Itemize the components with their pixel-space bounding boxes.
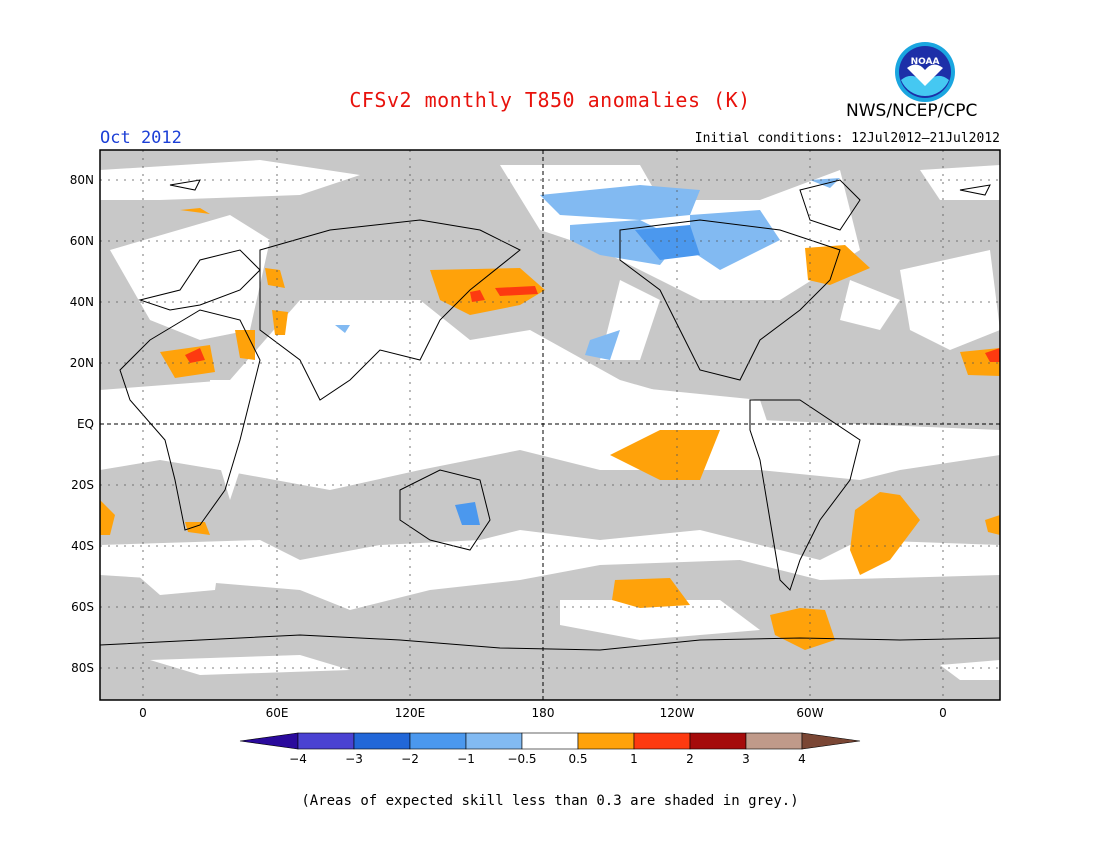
lon-label: 0 — [939, 706, 947, 720]
lat-label: EQ — [77, 417, 94, 431]
legend-tick-label: −0.5 — [507, 752, 536, 766]
lat-label: 20S — [71, 478, 94, 492]
initial-conditions: Initial conditions: 12Jul2012–21Jul2012 — [694, 131, 1000, 146]
latitude-labels: 80N 60N 40N 20N EQ 20S 40S 60S 80S — [70, 173, 94, 675]
legend-tick-label: 4 — [798, 752, 806, 766]
legend-tick-label: −2 — [401, 752, 419, 766]
chart-title: CFSv2 monthly T850 anomalies (K) — [349, 88, 751, 112]
legend-swatch — [297, 732, 355, 750]
lat-label: 80N — [70, 173, 94, 187]
legend-swatch — [633, 732, 691, 750]
cold-anomaly-light — [335, 178, 840, 360]
map-frame — [99, 149, 1001, 701]
legend-swatch — [465, 732, 523, 750]
legend-tick-label: 3 — [742, 752, 750, 766]
lat-label: 40S — [71, 539, 94, 553]
lat-label: 20N — [70, 356, 94, 370]
forecast-month: Oct 2012 — [100, 128, 182, 148]
lon-label: 120W — [660, 706, 695, 720]
legend-tick-label: −1 — [457, 752, 475, 766]
coastlines — [100, 179, 1000, 651]
longitude-labels: 0 60E 120E 180 120W 60W 0 — [139, 706, 947, 720]
lon-label: 60E — [266, 706, 289, 720]
skilled-regions — [100, 160, 1000, 680]
lon-label: 0 — [139, 706, 147, 720]
lat-label: 40N — [70, 295, 94, 309]
legend-swatches — [239, 732, 861, 750]
legend-swatch — [689, 732, 747, 750]
lat-label: 80S — [71, 661, 94, 675]
graticule — [100, 150, 1000, 700]
equator-dateline — [100, 150, 1000, 700]
cold-anomaly-medium — [455, 225, 700, 525]
legend-tick-label: −4 — [289, 752, 307, 766]
agency-label: NWS/NCEP/CPC — [846, 101, 978, 121]
skill-note: (Areas of expected skill less than 0.3 a… — [301, 793, 799, 809]
legend-swatch — [353, 732, 411, 750]
svg-text:NOAA: NOAA — [911, 57, 940, 67]
lon-label: 120E — [395, 706, 426, 720]
warm-anomaly-red — [185, 286, 1000, 363]
lon-label: 60W — [796, 706, 823, 720]
legend-tick-labels: −4 −3 −2 −1 −0.5 0.5 1 2 3 4 — [289, 752, 806, 766]
legend-tick-label: 0.5 — [568, 752, 587, 766]
legend-swatch — [239, 732, 299, 750]
warm-anomaly-orange — [100, 208, 1000, 650]
lat-label: 60N — [70, 234, 94, 248]
legend-swatch — [577, 732, 635, 750]
legend-swatch — [409, 732, 467, 750]
legend-swatch — [745, 732, 803, 750]
color-legend: −4 −3 −2 −1 −0.5 0.5 1 2 3 4 — [239, 732, 861, 766]
legend-swatch — [801, 732, 861, 750]
legend-swatch — [521, 732, 579, 750]
legend-tick-label: −3 — [345, 752, 363, 766]
anomaly-map: 80N 60N 40N 20N EQ 20S 40S 60S 80S 0 60E… — [70, 149, 1001, 720]
noaa-logo: NOAA — [895, 42, 955, 102]
legend-tick-label: 1 — [630, 752, 638, 766]
legend-tick-label: 2 — [686, 752, 694, 766]
lon-label: 180 — [532, 706, 555, 720]
lat-label: 60S — [71, 600, 94, 614]
